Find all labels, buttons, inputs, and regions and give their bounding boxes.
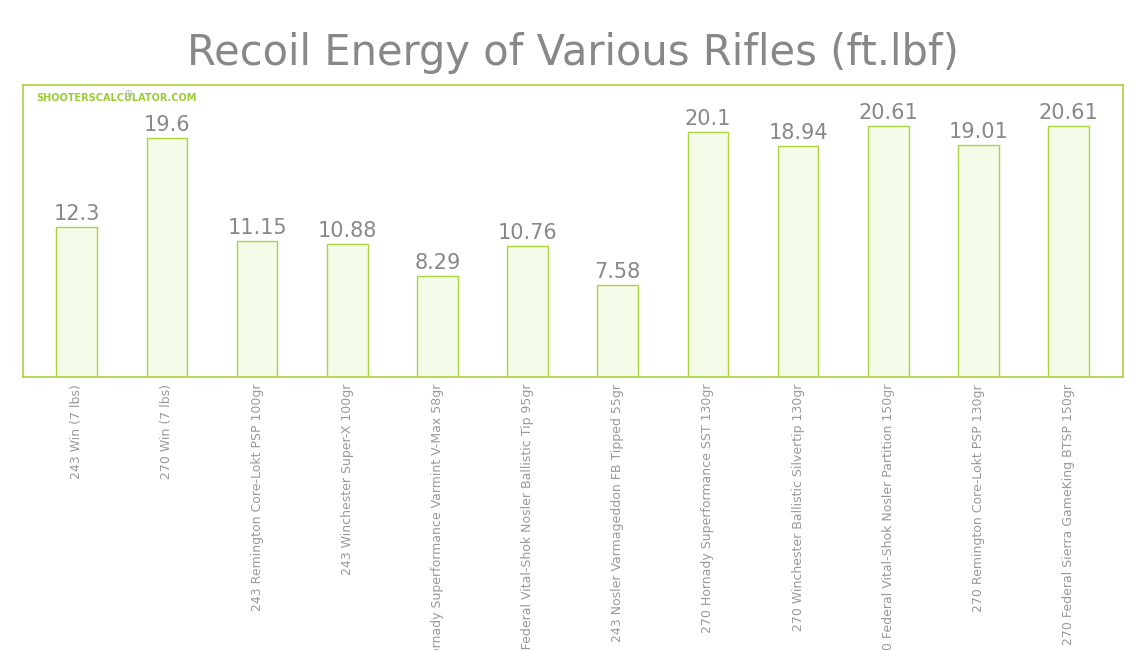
Text: 20.1: 20.1 [685,109,731,129]
Text: 10.76: 10.76 [498,223,558,243]
Text: ⊕: ⊕ [124,89,134,99]
Bar [958,146,999,377]
Text: SHOOTERSCALCULATOR.COM: SHOOTERSCALCULATOR.COM [36,94,196,103]
Text: 7.58: 7.58 [594,261,641,281]
Bar [146,138,187,377]
Bar [687,132,728,377]
Bar [598,285,638,377]
Bar [417,276,458,377]
Text: 8.29: 8.29 [414,253,460,273]
Title: Recoil Energy of Various Rifles (ft.lbf): Recoil Energy of Various Rifles (ft.lbf) [187,32,958,74]
Bar [507,246,548,377]
Text: 12.3: 12.3 [53,204,100,224]
Bar [237,241,278,377]
Bar [57,227,98,377]
Bar [778,146,819,377]
Bar [327,244,367,377]
Text: 10.88: 10.88 [318,222,376,241]
Text: 19.01: 19.01 [948,122,1008,142]
Text: 11.15: 11.15 [227,218,287,238]
Bar [868,126,908,377]
Text: 18.94: 18.94 [768,123,828,143]
Bar [1048,126,1089,377]
Text: 20.61: 20.61 [1039,103,1099,123]
Text: 19.6: 19.6 [144,115,191,135]
Text: 20.61: 20.61 [858,103,919,123]
